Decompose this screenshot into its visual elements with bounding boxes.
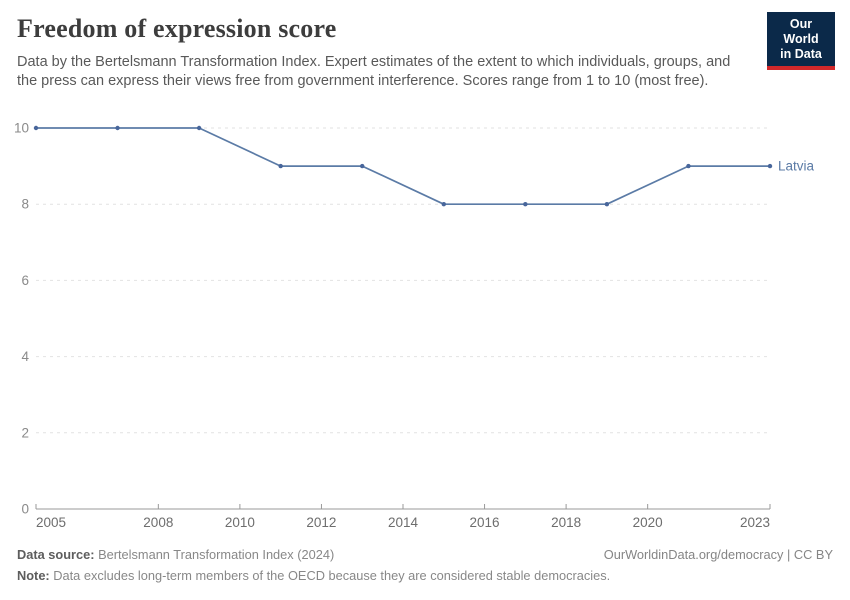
data-point[interactable] [767, 163, 773, 169]
data-point[interactable] [686, 163, 691, 169]
data-point[interactable] [360, 163, 365, 169]
y-tick-label: 0 [21, 502, 29, 517]
data-point[interactable] [33, 125, 39, 131]
line-chart[interactable]: 0 2 4 6 8 10 2005 2008 2010 2012 2014 2016 2018 2020 2… [0, 115, 850, 540]
note-text: Data excludes long-term members of the O… [49, 568, 611, 583]
chart-subtitle: Data by the Bertelsmann Transformation I… [17, 54, 731, 89]
series-line-latvia[interactable] [35, 127, 771, 206]
data-point[interactable] [196, 125, 202, 131]
chart-footer: Data source: Bertelsmann Transformation … [17, 547, 833, 583]
x-tick-label: 2018 [551, 515, 581, 530]
data-source-label: Data source: [17, 547, 95, 562]
x-tick-label: 2008 [143, 515, 173, 530]
note-line: Note: Data excludes long-term members of… [17, 568, 833, 583]
x-tick-label: 2005 [36, 515, 66, 530]
x-tick-label: 2014 [388, 515, 419, 530]
owid-logo-line1: Our World [783, 17, 819, 46]
data-point[interactable] [441, 202, 446, 207]
owid-logo[interactable]: Our World in Data [767, 12, 835, 70]
series-label-latvia[interactable]: Latvia [778, 159, 815, 174]
x-tick-label: 2023 [740, 515, 770, 530]
note-label: Note: [17, 568, 50, 583]
data-source-line: Data source: Bertelsmann Transformation … [17, 547, 334, 562]
data-point[interactable] [523, 202, 528, 207]
y-tick-label: 2 [21, 425, 29, 440]
data-source-text: Bertelsmann Transformation Index (2024) [94, 547, 335, 562]
x-tick-label: 2020 [633, 515, 663, 530]
x-tick-label: 2010 [225, 515, 255, 530]
y-tick-label: 6 [21, 273, 29, 288]
chart-plot-area[interactable]: 0 2 4 6 8 10 2005 2008 2010 2012 2014 2016 2018 2020 2… [0, 115, 850, 540]
page-title: Freedom of expression score [17, 14, 337, 43]
data-point[interactable] [604, 202, 610, 207]
y-tick-label: 10 [14, 121, 29, 136]
data-point[interactable] [115, 125, 120, 131]
owid-logo-line2: in Data [780, 47, 822, 61]
x-tick-label: 2012 [306, 515, 336, 530]
y-tick-label: 4 [21, 349, 29, 364]
owid-democracy-link[interactable]: OurWorldinData.org/democracy | CC BY [603, 547, 833, 562]
x-tick-label: 2016 [470, 515, 500, 530]
data-point[interactable] [278, 163, 283, 169]
y-tick-label: 8 [21, 197, 29, 212]
